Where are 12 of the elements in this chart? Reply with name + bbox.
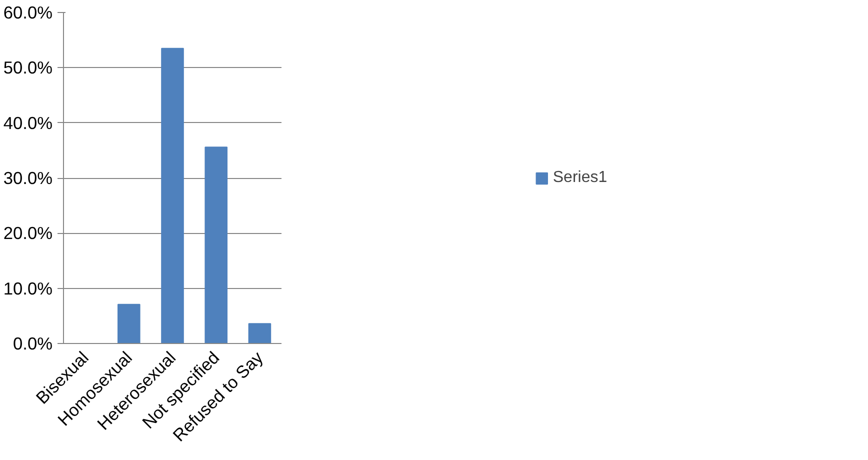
y-tick-label: 10.0% xyxy=(3,278,53,298)
legend-label: Series1 xyxy=(552,168,608,186)
bar xyxy=(161,48,184,344)
bar xyxy=(204,146,228,344)
y-tick-label: 0.0% xyxy=(13,334,53,354)
bar xyxy=(248,323,272,344)
y-tick-label: 40.0% xyxy=(3,112,53,133)
bar xyxy=(118,304,140,344)
y-tick-label: 30.0% xyxy=(3,168,53,188)
y-tick-label: 60.0% xyxy=(3,2,53,22)
y-tick-label: 20.0% xyxy=(3,223,53,244)
y-tick-label: 50.0% xyxy=(3,58,53,78)
